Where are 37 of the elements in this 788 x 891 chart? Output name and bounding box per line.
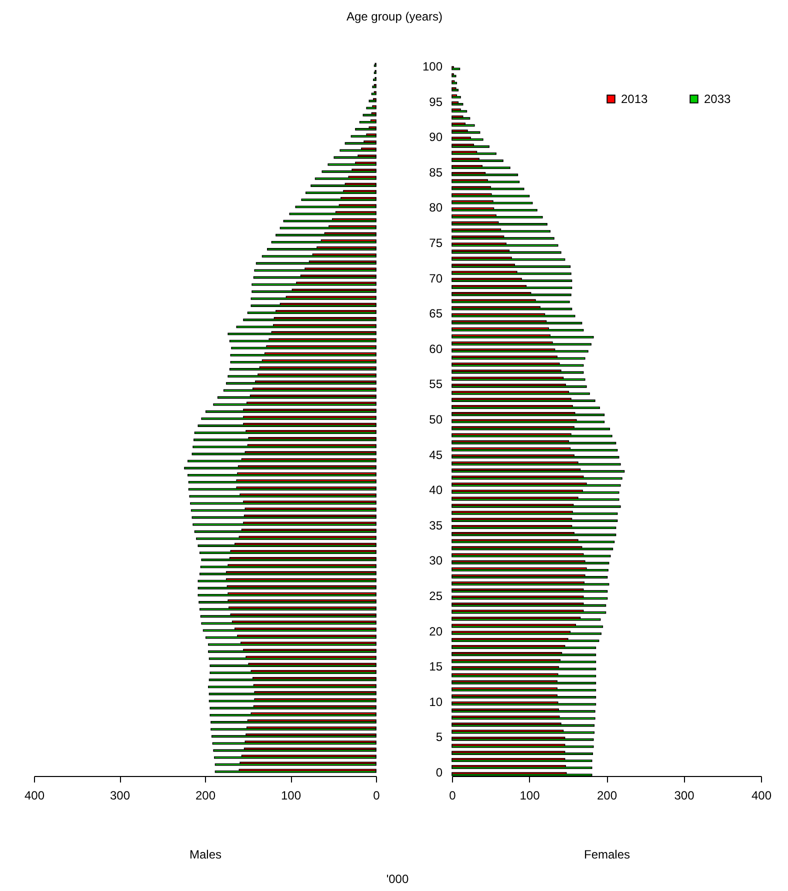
y-tick-label: 20 (429, 624, 443, 638)
x-tick-label: 100 (520, 788, 540, 802)
y-tick-label: 75 (429, 236, 443, 250)
y-tick-label: 80 (429, 200, 443, 215)
x-axis-title: Females (584, 848, 630, 862)
y-tick-label: 0 (436, 765, 443, 780)
x-tick-label: 400 (24, 788, 45, 802)
y-tick-label: 70 (429, 271, 443, 286)
y-axis-title: Age group (years) (346, 10, 443, 24)
x-tick-label: 300 (674, 788, 695, 802)
y-tick-label: 60 (429, 342, 443, 356)
x-tick-label: 300 (110, 788, 130, 802)
legend-label: 2033 (704, 92, 732, 106)
y-tick-label: 55 (429, 377, 443, 392)
x-tick-label: 100 (280, 788, 302, 802)
y-tick-label: 95 (429, 94, 443, 109)
x-tick-label: 0 (449, 788, 456, 802)
y-tick-label: 5 (436, 730, 443, 744)
x-tick-label: 400 (751, 788, 772, 802)
x-tick-label: 200 (596, 788, 618, 802)
y-tick-label: 40 (429, 483, 443, 498)
y-tick-label: 65 (429, 306, 443, 321)
y-tick-label: 15 (429, 660, 443, 674)
y-tick-label: 50 (429, 412, 443, 426)
y-tick-label: 30 (429, 554, 443, 568)
y-tick-label: 90 (429, 130, 443, 144)
x-tick-label: 0 (373, 788, 380, 802)
legend-label: 2013 (621, 92, 648, 106)
x-tick-label: 200 (195, 788, 216, 802)
y-tick-label: 45 (429, 448, 443, 462)
y-tick-label: 25 (429, 588, 443, 603)
y-tick-label: 100 (422, 60, 443, 74)
text: '000 (386, 872, 409, 886)
y-tick-label: 35 (429, 518, 443, 532)
y-tick-label: 85 (429, 165, 443, 180)
x-axis-title: Males (189, 848, 222, 862)
y-tick-label: 10 (429, 694, 443, 709)
